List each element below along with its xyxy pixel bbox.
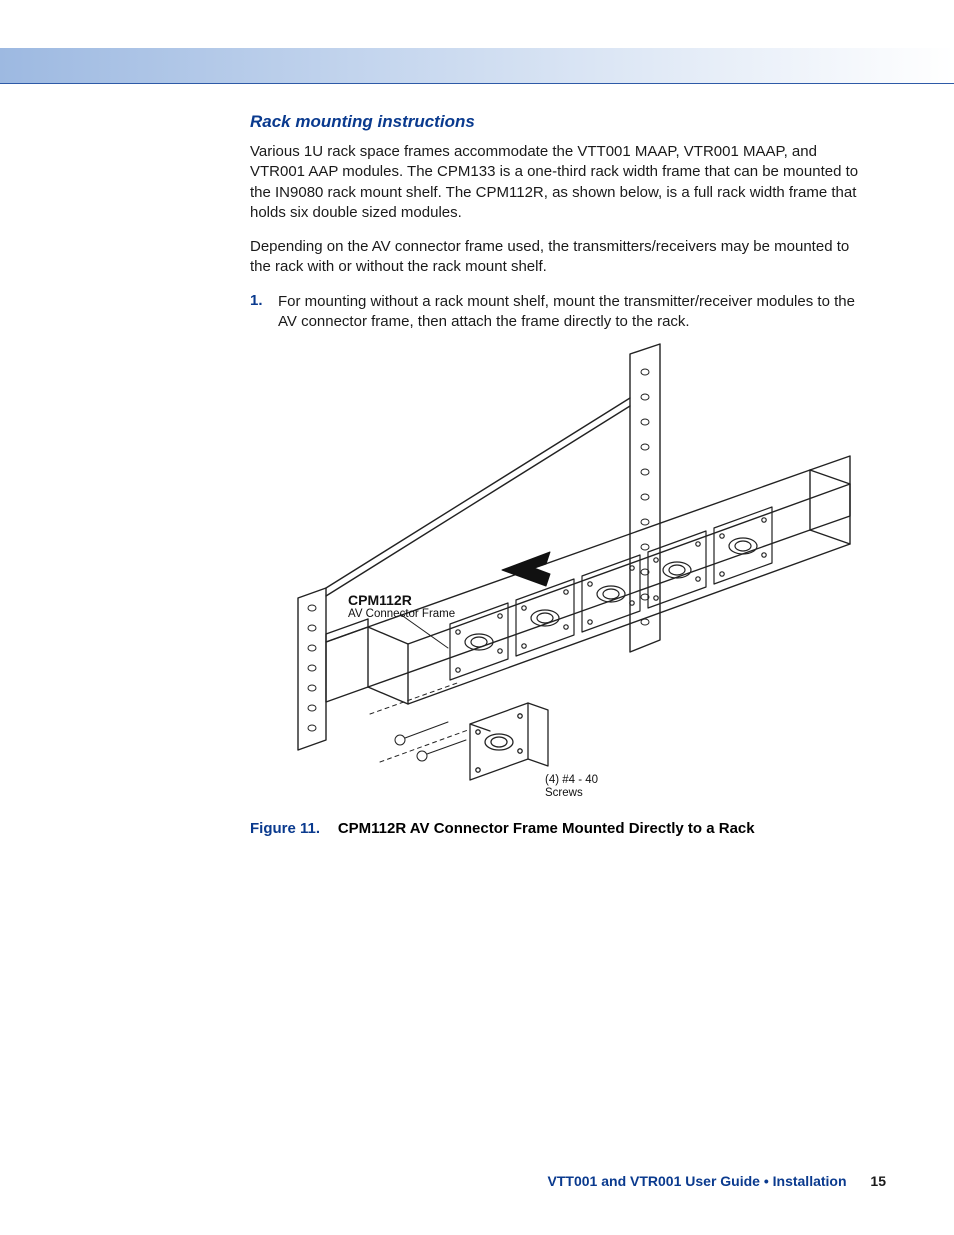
main-content: Rack mounting instructions Various 1U ra… <box>250 112 870 838</box>
figure-caption: Figure 11. CPM112R AV Connector Frame Mo… <box>250 820 870 838</box>
callout-frame: CPM112R AV Connector Frame <box>348 592 455 621</box>
callout-screws: (4) #4 - 40 Screws <box>545 774 598 799</box>
callout-screws-a: (4) #4 - 40 <box>545 774 598 787</box>
header-gradient-rule <box>0 48 954 84</box>
step-text: For mounting without a rack mount shelf,… <box>278 292 870 333</box>
step-number: 1. <box>250 292 268 333</box>
callout-screws-b: Screws <box>545 787 598 800</box>
figure-title: CPM112R AV Connector Frame Mounted Direc… <box>338 820 755 837</box>
callout-frame-sub: AV Connector Frame <box>348 608 455 621</box>
section-title: Rack mounting instructions <box>250 112 870 132</box>
footer-page-number: 15 <box>870 1173 886 1189</box>
callout-frame-title: CPM112R <box>348 592 455 608</box>
figure-11: CPM112R AV Connector Frame (4) #4 - 40 S… <box>250 342 870 812</box>
paragraph-1: Various 1U rack space frames accommodate… <box>250 142 870 223</box>
footer-text: VTT001 and VTR001 User Guide • Installat… <box>548 1173 847 1189</box>
figure-number: Figure 11. <box>250 820 320 837</box>
page-footer: VTT001 and VTR001 User Guide • Installat… <box>548 1173 886 1189</box>
paragraph-2: Depending on the AV connector frame used… <box>250 237 870 278</box>
step-1: 1. For mounting without a rack mount she… <box>250 292 870 333</box>
figure-svg <box>250 342 870 812</box>
